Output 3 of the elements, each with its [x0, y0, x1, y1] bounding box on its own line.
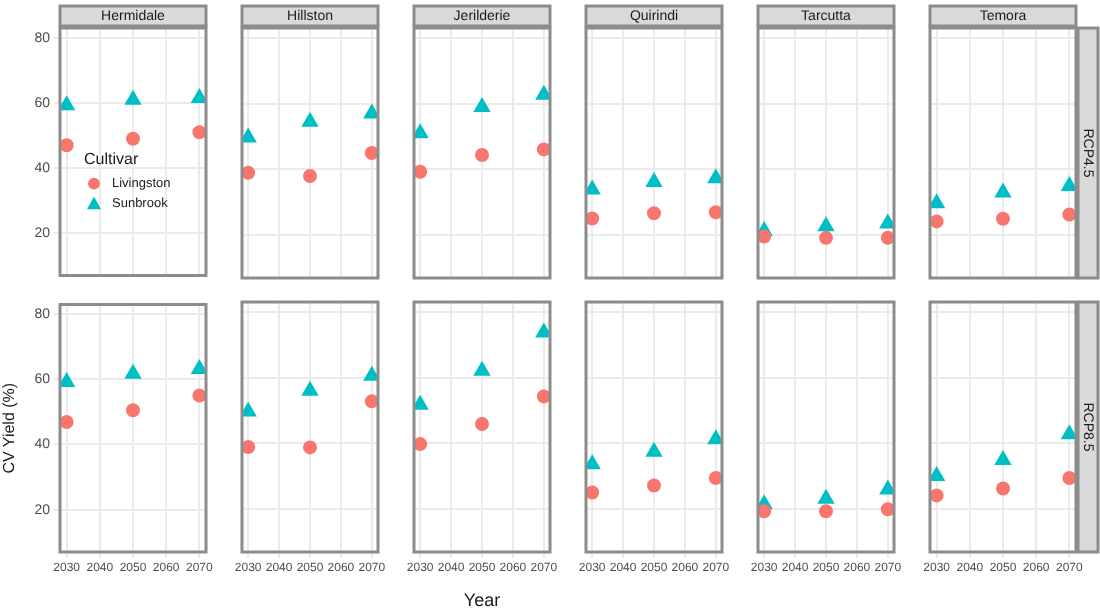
- y-axis-title: CV Yield (%): [0, 382, 19, 474]
- legend-title: Cultivar: [84, 150, 139, 169]
- x-axis-title: Year: [463, 590, 501, 611]
